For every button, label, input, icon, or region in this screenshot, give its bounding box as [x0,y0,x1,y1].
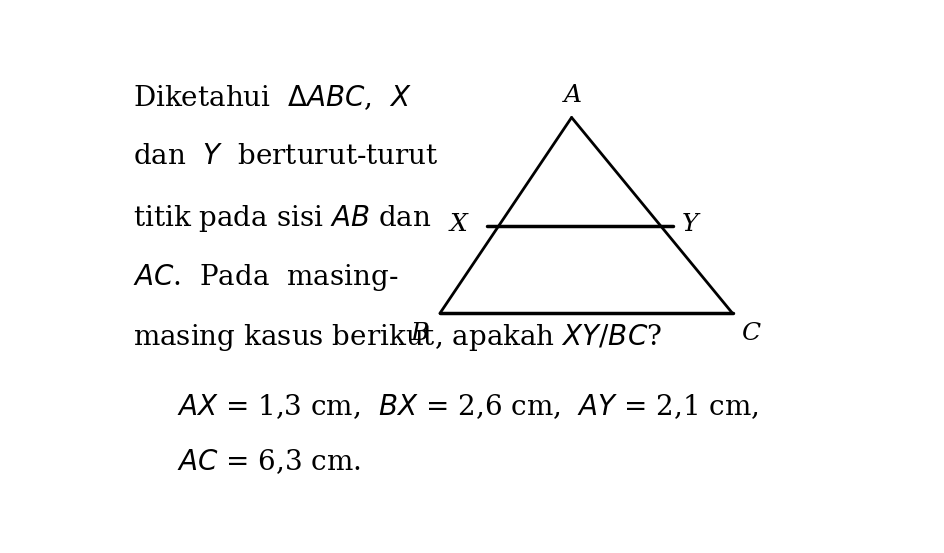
Text: Diketahui  $\Delta ABC$,  $X$: Diketahui $\Delta ABC$, $X$ [132,84,412,112]
Text: C: C [741,322,761,345]
Text: dan  $Y$  berturut-turut: dan $Y$ berturut-turut [132,143,438,170]
Text: A: A [565,84,582,107]
Text: masing kasus berikut, apakah $XY$$/$$BC$?: masing kasus berikut, apakah $XY$$/$$BC$… [132,322,662,353]
Text: $AC$.  Pada  masing-: $AC$. Pada masing- [132,262,398,293]
Text: $AX$ = 1,3 cm,  $BX$ = 2,6 cm,  $AY$ = 2,1 cm,: $AX$ = 1,3 cm, $BX$ = 2,6 cm, $AY$ = 2,1… [177,392,758,421]
Text: B: B [411,322,429,345]
Text: $AC$ = 6,3 cm.: $AC$ = 6,3 cm. [177,447,361,476]
Text: X: X [450,213,467,236]
Text: Y: Y [682,213,698,236]
Text: titik pada sisi $AB$ dan: titik pada sisi $AB$ dan [132,202,431,233]
